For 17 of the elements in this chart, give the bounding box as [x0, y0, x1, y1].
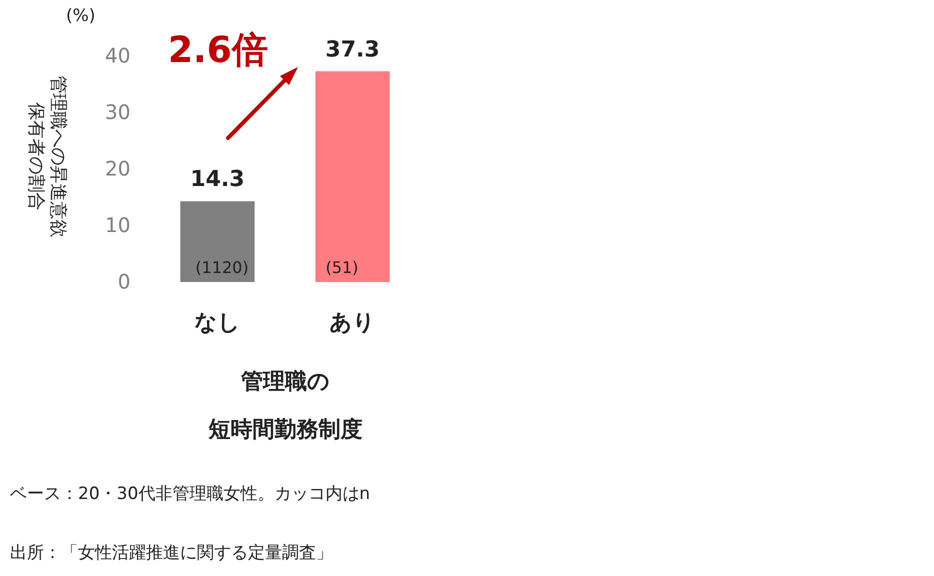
text: ベース：20・30代非管理職女性。カッコ内はn: [10, 483, 370, 505]
annotation: 2.6倍: [168, 29, 268, 73]
y-axis-title: 管理職への昇進意欲保有者の割合: [26, 76, 68, 238]
text: 出所：「女性活躍推進に関する定量調査」: [10, 542, 333, 564]
y-tick-label: 30: [105, 100, 130, 124]
x-axis-title: 管理職の短時間勤務制度: [208, 370, 362, 442]
data-label: 37.3: [325, 37, 380, 62]
annotation: (1120): [195, 258, 249, 277]
y-tick-label: 0: [118, 270, 130, 294]
y-tick-label: 40: [105, 44, 130, 68]
annotation: (51): [326, 258, 358, 277]
x-tick-label: なし: [194, 310, 240, 336]
y-tick-label: 20: [105, 156, 130, 180]
x-tick-label: あり: [330, 310, 376, 336]
data-label: 14.3: [190, 167, 245, 192]
y-tick-label: 10: [105, 213, 130, 237]
text: (%): [66, 6, 96, 26]
